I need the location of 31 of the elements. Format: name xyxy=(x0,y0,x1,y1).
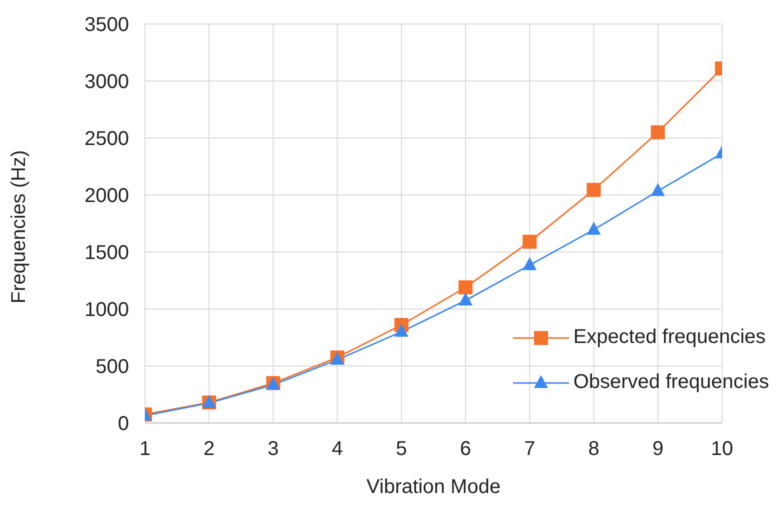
x-tick-label: 2 xyxy=(204,438,215,460)
legend-label: Observed frequencies xyxy=(573,371,769,394)
y-tick-label: 2000 xyxy=(84,185,129,208)
point xyxy=(458,280,473,294)
y-tick-label: 0 xyxy=(118,413,129,436)
x-tick-label: 10 xyxy=(710,438,734,460)
x-tick-label: 6 xyxy=(460,438,472,460)
y-tick-label: 3000 xyxy=(84,71,129,94)
point xyxy=(522,257,537,270)
legend-label: Expected frequencies xyxy=(573,326,766,349)
x-tick-label: 4 xyxy=(332,438,343,460)
point xyxy=(650,183,665,196)
x-tick-label: 5 xyxy=(396,438,408,460)
y-tick-label: 2500 xyxy=(84,128,129,150)
y-axis-title: Frequencies (Hz) xyxy=(8,150,30,304)
point xyxy=(458,292,473,306)
x-tick-label: 8 xyxy=(588,438,600,460)
point xyxy=(522,234,537,249)
point xyxy=(586,182,601,197)
point xyxy=(394,324,408,337)
y-tick-label: 1000 xyxy=(84,299,129,322)
x-axis-title: Vibration Mode xyxy=(366,476,501,498)
point xyxy=(586,222,601,235)
x-tick-label: 7 xyxy=(524,438,536,460)
y-tick-label: 1500 xyxy=(84,242,129,264)
point xyxy=(650,125,665,140)
x-tick-label: 1 xyxy=(139,438,151,460)
y-tick-label: 3500 xyxy=(84,14,129,36)
x-tick-label: 9 xyxy=(652,438,664,460)
y-tick-label: 500 xyxy=(96,356,129,378)
x-tick-label: 3 xyxy=(268,438,279,460)
